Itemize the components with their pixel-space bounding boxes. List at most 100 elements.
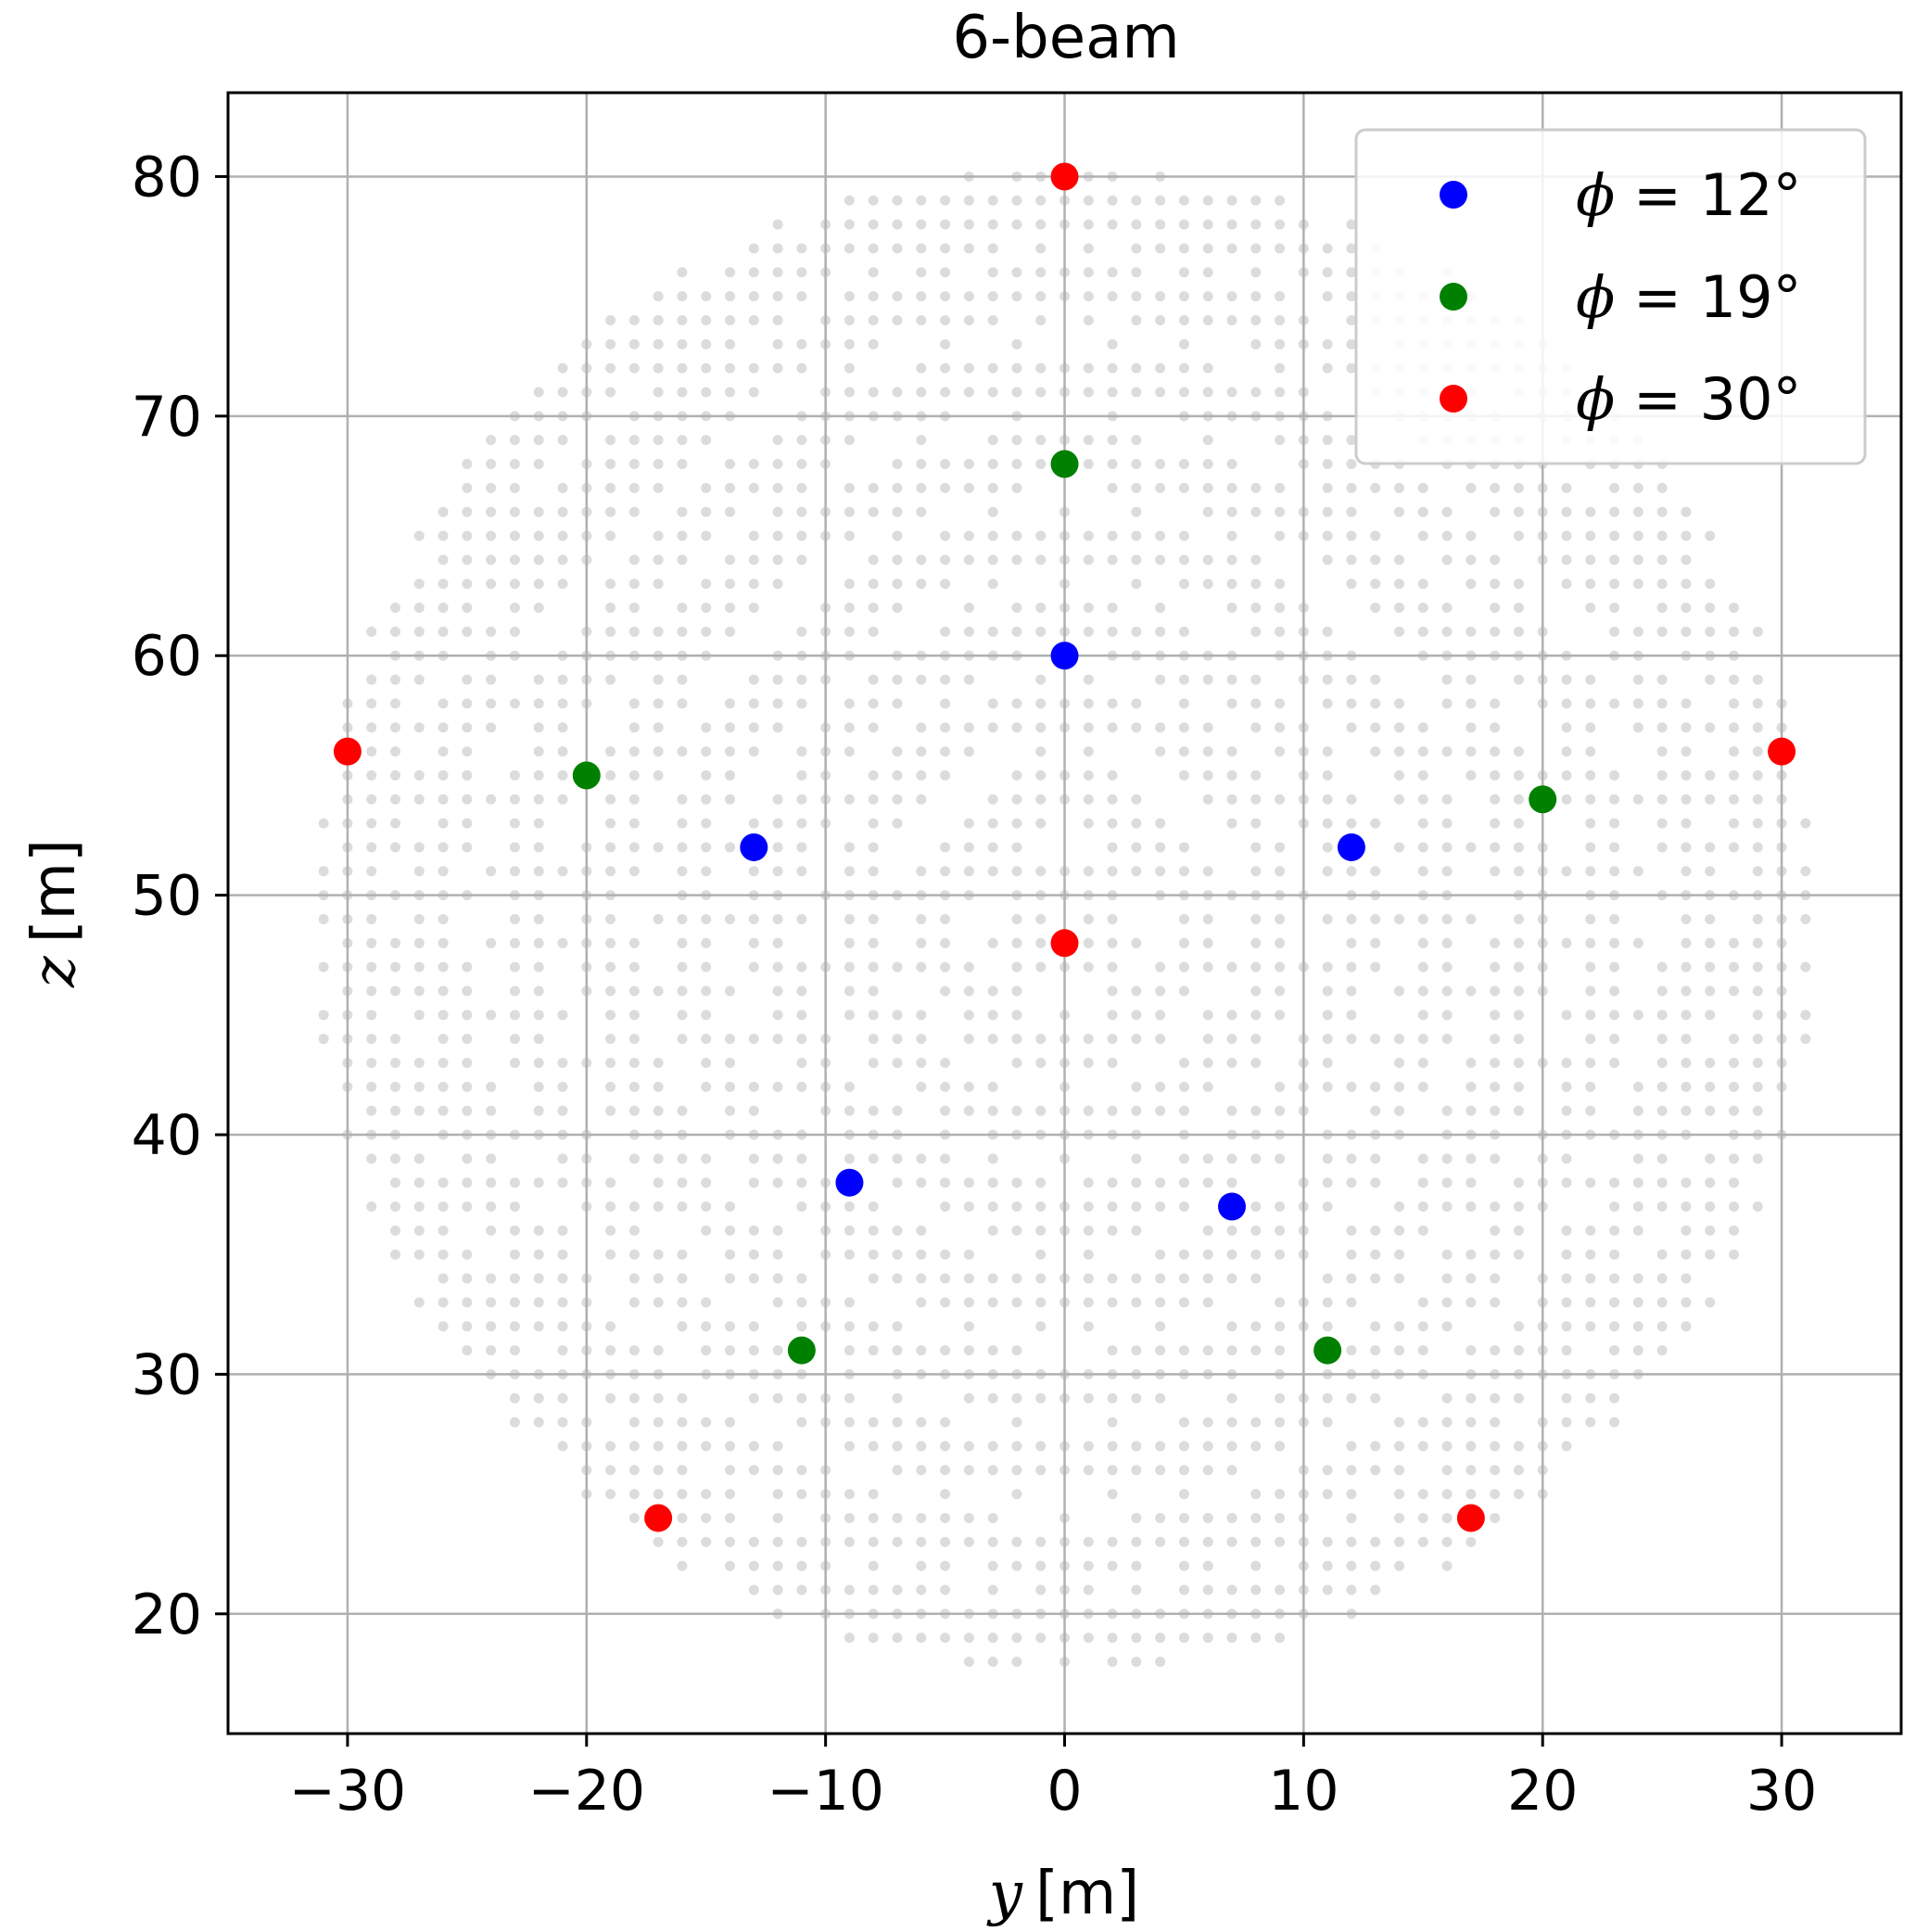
background-point [462, 1010, 473, 1021]
background-point [1346, 698, 1357, 709]
background-point [1417, 769, 1428, 781]
background-point [1322, 1034, 1333, 1045]
background-point [1322, 746, 1333, 757]
background-point [1322, 1201, 1333, 1213]
background-point [1155, 1201, 1166, 1213]
background-point [1394, 1441, 1404, 1452]
background-point [1656, 698, 1668, 709]
background-point [1561, 1392, 1572, 1404]
background-point [1346, 267, 1357, 278]
background-point [1417, 722, 1428, 733]
background-point [1370, 818, 1381, 829]
background-point [438, 985, 449, 997]
background-point [1346, 794, 1357, 805]
background-point [1609, 961, 1620, 972]
background-point [1729, 794, 1739, 805]
background-point [940, 219, 951, 230]
background-point [1513, 482, 1524, 493]
background-point [940, 338, 951, 350]
background-point [628, 1465, 640, 1476]
background-point [1346, 985, 1357, 997]
background-point [1609, 769, 1620, 781]
background-point [1394, 913, 1404, 924]
background-point [963, 1273, 974, 1284]
background-point [1083, 1584, 1094, 1595]
background-point [892, 674, 903, 685]
background-point [605, 769, 616, 781]
background-point [486, 866, 497, 877]
background-point [653, 530, 664, 541]
background-point [438, 1321, 449, 1332]
background-point [605, 459, 616, 470]
background-point [653, 1465, 664, 1476]
background-point [628, 1441, 640, 1452]
background-point [1441, 1392, 1453, 1404]
background-point [772, 1010, 783, 1021]
background-point [462, 1249, 473, 1260]
background-point [605, 1177, 616, 1188]
background-point [1131, 1392, 1142, 1404]
background-point [605, 961, 616, 972]
background-point [844, 961, 855, 972]
background-point [1346, 1560, 1357, 1571]
background-point [1752, 1201, 1763, 1213]
background-point [1131, 1177, 1142, 1188]
background-point [1441, 1465, 1453, 1476]
background-point [892, 1441, 903, 1452]
background-point [1394, 1081, 1404, 1092]
background-point [533, 961, 544, 972]
background-point [1681, 937, 1692, 948]
background-point [1705, 1249, 1716, 1260]
background-point [486, 1105, 497, 1116]
background-point [1561, 722, 1572, 733]
background-point [1585, 985, 1596, 997]
background-point [1107, 769, 1118, 781]
background-point [628, 435, 640, 446]
background-point [963, 674, 974, 685]
background-point [1561, 1081, 1572, 1092]
background-point [963, 387, 974, 398]
background-point [1202, 1034, 1213, 1045]
background-point [1513, 1034, 1524, 1045]
background-point [868, 338, 879, 350]
background-point [1083, 1633, 1094, 1644]
background-point [940, 530, 951, 541]
background-point [1155, 387, 1166, 398]
background-point [677, 1034, 688, 1045]
background-point [868, 314, 879, 325]
background-point [1322, 1417, 1333, 1428]
background-point [509, 698, 520, 709]
background-point [844, 842, 855, 853]
background-point [1202, 1273, 1213, 1284]
background-point [605, 1441, 616, 1452]
background-point [486, 1321, 497, 1332]
background-point [1441, 794, 1453, 805]
background-point [701, 1201, 712, 1213]
background-point [1226, 674, 1237, 685]
background-point [1466, 1392, 1477, 1404]
background-point [1370, 1392, 1381, 1404]
y-tick-label: 50 [132, 864, 202, 929]
background-point [725, 794, 735, 805]
background-point [486, 937, 497, 948]
background-point [1752, 1081, 1763, 1092]
background-point [1394, 626, 1404, 637]
background-point [748, 1153, 759, 1164]
background-point [1394, 1105, 1404, 1116]
background-point [748, 362, 759, 374]
background-point [1417, 1034, 1428, 1045]
background-point [748, 1249, 759, 1260]
background-point [772, 482, 783, 493]
background-point [653, 746, 664, 757]
background-point [963, 554, 974, 566]
background-point [1011, 1273, 1022, 1284]
background-point [868, 626, 879, 637]
background-point [533, 937, 544, 948]
background-point [892, 506, 903, 517]
background-point [1609, 1201, 1620, 1213]
background-point [1394, 1417, 1404, 1428]
background-point [1585, 818, 1596, 829]
background-point [1705, 1010, 1716, 1021]
background-point [868, 1560, 879, 1571]
background-point [940, 961, 951, 972]
